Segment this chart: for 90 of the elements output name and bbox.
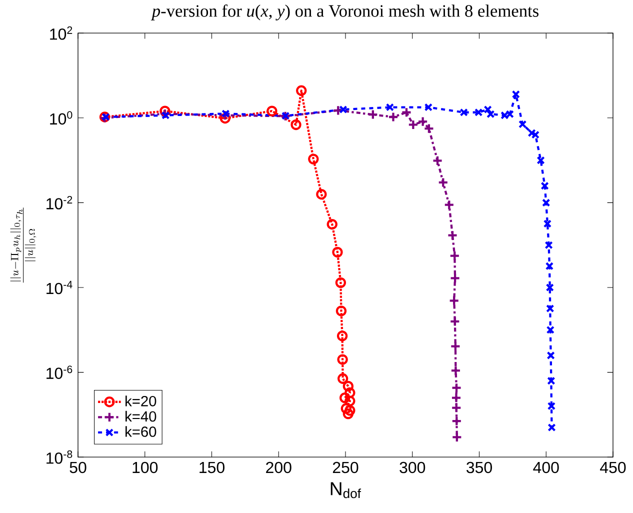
point xyxy=(344,387,356,398)
point xyxy=(546,326,554,334)
point xyxy=(544,240,553,250)
point xyxy=(547,402,556,410)
x-tick-label: 450 xyxy=(600,462,626,474)
point xyxy=(424,103,433,112)
point xyxy=(308,154,319,164)
legend-label: k=20 xyxy=(126,396,156,406)
point xyxy=(344,405,356,416)
point xyxy=(326,218,338,230)
x-tick-label: 150 xyxy=(200,462,224,474)
point xyxy=(545,262,554,270)
point xyxy=(528,128,536,138)
point xyxy=(332,105,344,116)
point xyxy=(220,110,230,121)
point xyxy=(451,382,462,394)
y-tick-label: 10$^{2}$ xyxy=(50,26,72,40)
point xyxy=(540,182,549,190)
point xyxy=(388,112,399,122)
x-tick-label: 400 xyxy=(533,462,559,474)
point xyxy=(222,110,230,118)
x-tick-label: 100 xyxy=(132,462,158,474)
legend-label: k=60 xyxy=(126,426,156,437)
point xyxy=(368,109,378,120)
point xyxy=(401,106,412,118)
point xyxy=(542,198,550,207)
point xyxy=(460,108,468,116)
point xyxy=(332,246,343,258)
point xyxy=(344,396,356,406)
point xyxy=(452,432,462,442)
y-tick-label: 10$^{-2}$ xyxy=(46,196,72,210)
x-tick-label: 300 xyxy=(400,462,426,474)
point xyxy=(342,408,354,420)
point xyxy=(408,119,419,130)
y-tick-label: 10$^{0}$ xyxy=(50,111,72,125)
point xyxy=(486,110,495,118)
point xyxy=(451,402,462,414)
point xyxy=(337,354,348,365)
point xyxy=(335,277,346,288)
point xyxy=(546,304,554,313)
point xyxy=(548,423,556,432)
point xyxy=(447,230,458,241)
point xyxy=(536,156,545,164)
point xyxy=(474,108,483,116)
x-tick-label: 350 xyxy=(466,462,492,474)
chart-title: p-version for u(x, y) on a Voronoi mesh with 8 elements xyxy=(150,4,538,20)
x-tick-label: 50 xyxy=(70,462,86,474)
point xyxy=(512,90,520,98)
point xyxy=(546,283,554,292)
point xyxy=(438,177,448,188)
point xyxy=(386,103,394,112)
point xyxy=(160,108,170,120)
point xyxy=(336,306,347,316)
point xyxy=(444,199,454,210)
y-tick-label: 10$^{-4}$ xyxy=(46,280,72,294)
point xyxy=(450,272,460,284)
point xyxy=(451,416,462,426)
point xyxy=(290,119,302,130)
point xyxy=(432,155,443,166)
point xyxy=(450,316,460,327)
point xyxy=(518,120,527,128)
point xyxy=(102,112,110,122)
point xyxy=(546,351,555,360)
point xyxy=(450,392,462,404)
point xyxy=(339,105,348,114)
point xyxy=(450,365,462,376)
point xyxy=(337,373,348,384)
x-tick-label: 250 xyxy=(332,462,358,474)
x-tick-label: 200 xyxy=(266,462,292,474)
x-axis-title: N$_{dof}$ xyxy=(330,482,362,498)
y-tick-label: 10$^{-6}$ xyxy=(46,366,72,379)
point xyxy=(339,392,350,404)
point xyxy=(547,376,556,385)
point xyxy=(449,250,460,262)
point xyxy=(340,403,352,414)
point xyxy=(220,112,230,124)
point xyxy=(450,340,461,352)
point xyxy=(296,85,307,96)
y-axis-title: $\frac{||u-\Pi_p u_h||_{0,\tau_h}}{||u||_{0,\Omega}}$ xyxy=(10,208,36,283)
point xyxy=(162,111,170,120)
point xyxy=(543,220,552,228)
point xyxy=(160,106,170,116)
point xyxy=(316,188,327,200)
legend-label: k=40 xyxy=(126,410,156,422)
point xyxy=(266,106,278,116)
point xyxy=(531,130,540,139)
point xyxy=(336,330,348,342)
point xyxy=(448,295,460,306)
point xyxy=(342,380,354,392)
point xyxy=(484,105,492,114)
